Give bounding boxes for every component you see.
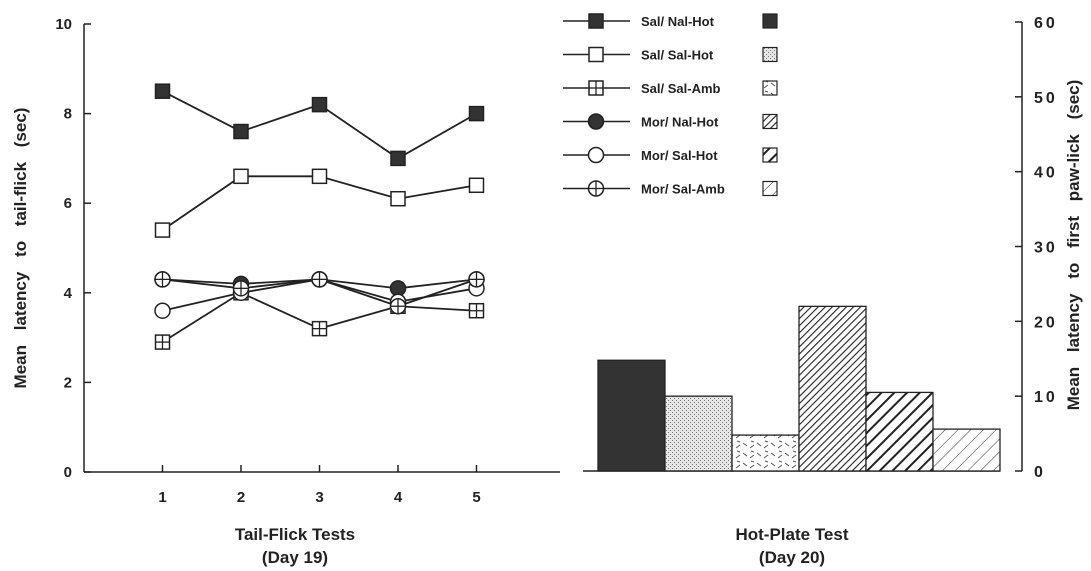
right-y-tick-label: 40	[1034, 165, 1058, 182]
legend-marker	[588, 80, 604, 96]
series-points-filled-square	[154, 83, 485, 167]
right-y-tick-label: 20	[1034, 314, 1058, 331]
legend-item: Mor/ Sal-Hot	[563, 146, 778, 164]
data-point	[389, 297, 407, 315]
left-y-tick-label: 8	[64, 106, 72, 123]
data-point	[468, 177, 485, 194]
legend-item: Sal/ Sal-Amb	[563, 80, 778, 96]
legend-swatch	[762, 13, 778, 29]
left-x-tick-label: 3	[315, 489, 323, 506]
bar-light-diagonal	[932, 428, 1001, 472]
bar-light-stipple	[664, 395, 733, 472]
tail-flick-series	[154, 83, 485, 350]
data-point	[311, 271, 328, 288]
data-point	[311, 168, 328, 185]
legend-swatch	[762, 80, 778, 96]
legend: Sal/ Nal-Hot Sal/ Sal-Hot Sal/ Sal-Amb Mor/…	[563, 13, 778, 197]
left-y-axis-label: Mean latency to tail-flick (sec)	[11, 108, 30, 389]
data-point	[154, 334, 171, 350]
legend-item: Sal/ Sal-Hot	[563, 46, 778, 63]
legend-marker	[587, 146, 605, 164]
legend-swatch	[762, 46, 778, 63]
legend-swatch	[762, 113, 778, 130]
right-x-axis-sublabel: (Day 20)	[759, 548, 825, 567]
left-y-tick-label: 0	[64, 464, 72, 481]
legend-marker	[587, 180, 605, 197]
series-points-crossed-circle	[154, 271, 485, 315]
data-point	[468, 271, 485, 288]
left-x-axis-label: Tail-Flick Tests	[235, 525, 355, 544]
data-point	[154, 302, 171, 319]
data-point	[154, 271, 171, 288]
left-x-tick-label: 4	[394, 489, 403, 506]
hot-plate-chart: 0 10 20 30 40 50 60 Mean latency to first paw-…	[583, 15, 1083, 567]
data-point	[154, 222, 171, 238]
right-x-axis-label: Hot-Plate Test	[735, 525, 848, 544]
data-point	[311, 96, 328, 113]
left-y-tick-label: 6	[64, 195, 72, 212]
legend-label: Sal/ Sal-Amb	[641, 81, 721, 96]
legend-item: Sal/ Nal-Hot	[563, 13, 778, 29]
data-point	[232, 280, 250, 297]
legend-marker	[587, 113, 605, 130]
legend-swatch	[762, 180, 778, 197]
legend-label: Sal/ Nal-Hot	[641, 14, 715, 29]
left-y-ticks: 0 2 4 6 8 10	[55, 16, 91, 481]
data-point	[468, 302, 485, 319]
left-y-tick-label: 4	[64, 285, 73, 302]
legend-label: Mor/ Nal-Hot	[641, 115, 719, 130]
bar-bold-diagonal	[865, 391, 934, 472]
right-y-tick-label: 60	[1034, 15, 1058, 32]
left-x-tick-label: 1	[158, 489, 166, 506]
left-x-tick-label: 2	[237, 489, 245, 506]
bar-dashed-hatch	[731, 434, 800, 472]
right-y-tick-label: 0	[1034, 464, 1046, 481]
right-y-ticks: 0 10 20 30 40 50 60	[1015, 15, 1058, 481]
legend-swatch	[762, 147, 778, 163]
data-point	[468, 105, 485, 122]
data-point	[390, 190, 406, 207]
legend-marker	[588, 46, 604, 63]
legend-item: Mor/ Sal-Amb	[563, 180, 778, 197]
data-point	[233, 123, 249, 140]
legend-label: Mor/ Sal-Amb	[641, 182, 725, 197]
data-point	[390, 150, 406, 167]
left-x-tick-label: 5	[472, 489, 480, 506]
left-y-tick-label: 2	[64, 374, 72, 391]
right-y-axis-label: Mean latency to first paw-lick (sec)	[1064, 80, 1083, 411]
left-x-axis-sublabel: (Day 19)	[262, 548, 328, 567]
left-y-tick-label: 10	[55, 16, 72, 33]
legend-label: Mor/ Sal-Hot	[641, 148, 718, 163]
legend-item: Mor/ Nal-Hot	[563, 113, 778, 130]
data-point	[233, 168, 249, 185]
legend-label: Sal/ Sal-Hot	[641, 48, 714, 63]
series-points-open-square	[154, 168, 485, 238]
data-point	[311, 320, 328, 337]
data-point	[154, 83, 171, 99]
bar-solid-dark	[597, 359, 666, 472]
hot-plate-bars	[597, 305, 1001, 472]
series-open-square	[161, 175, 477, 231]
right-y-tick-label: 10	[1034, 389, 1058, 406]
right-y-tick-label: 50	[1034, 90, 1058, 107]
series-line	[161, 175, 477, 231]
right-y-tick-label: 30	[1034, 240, 1058, 257]
legend-marker	[588, 13, 604, 29]
left-x-ticks: 1 2 3 4 5	[158, 465, 481, 506]
bar-dense-diagonal	[798, 305, 867, 472]
